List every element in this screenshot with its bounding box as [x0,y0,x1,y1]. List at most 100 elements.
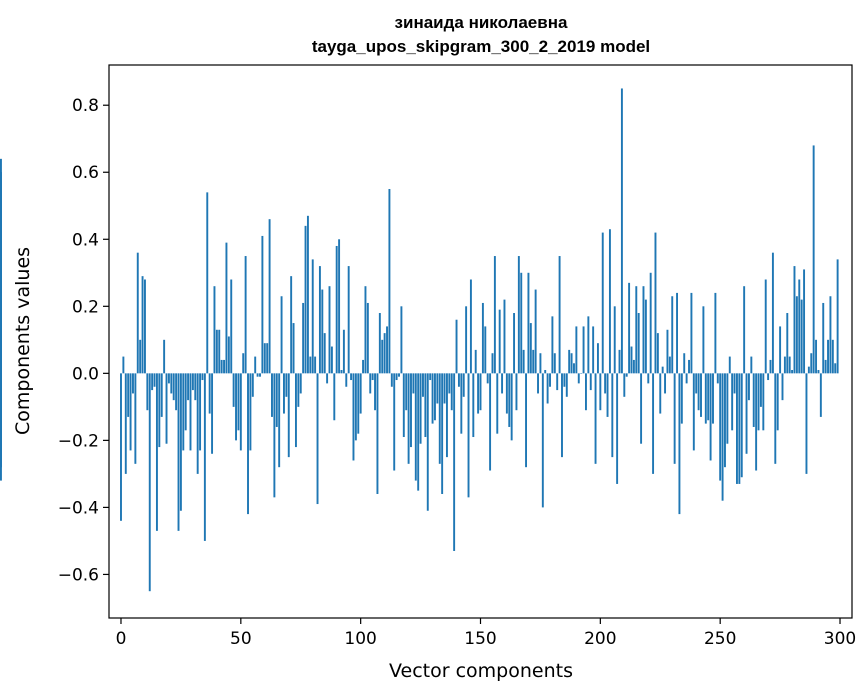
bar-184 [561,373,563,458]
bar-24 [177,373,180,531]
bar-85 [323,333,326,374]
bar-series [0,88,839,592]
bar-42 [220,359,223,374]
bar-36 [206,192,209,374]
bar-116 [398,373,400,377]
bar-101 [362,359,365,374]
bar-100 [359,373,362,414]
bar-226 [661,366,664,374]
bar-98 [354,373,357,441]
bar-112 [388,189,391,374]
bar-227 [664,373,667,394]
bar-48 [235,373,237,441]
bar-239 [692,373,695,451]
bar-102 [364,286,367,374]
bar-14 [153,373,156,387]
bar-166 [517,256,520,374]
bar-247 [712,373,714,424]
bar-17 [160,373,163,417]
bar-145 [467,373,470,498]
bar-254 [728,356,731,374]
bar-221 [649,272,652,374]
bar-288 [810,353,813,374]
bar-80 [311,259,314,374]
y-tick-label: 0.0 [72,364,99,384]
bar-246 [709,373,712,461]
bar-202 [604,373,607,394]
bar-150 [479,373,482,411]
bar-146 [469,279,472,374]
bar-33 [199,373,202,451]
bar-188 [570,353,573,374]
bar-174 [537,373,539,394]
bar-216 [637,313,640,374]
bar-5 [132,373,134,394]
bar-135 [443,373,446,404]
bar-18 [163,339,166,374]
bar-76 [302,302,305,374]
bar-285 [803,269,806,374]
bar-37 [208,373,211,414]
bar-279 [788,356,791,374]
bar-15 [155,373,158,531]
y-tick-label: 0.2 [72,297,99,317]
bar-121 [410,373,412,448]
bar-70 [287,373,290,458]
bar-132 [436,373,439,404]
bar-296 [829,296,832,374]
bar-140 [455,319,458,374]
bar-68 [283,373,285,414]
bar-276 [781,373,784,401]
bar-186 [565,373,568,397]
bar-105 [371,373,374,381]
bar-157 [496,373,499,434]
bar-129 [429,373,432,381]
bar-31 [194,373,197,401]
bar-158 [498,309,501,374]
bar-224 [656,333,659,374]
bar-147 [472,373,475,438]
bar-136 [445,373,448,458]
bar-86 [326,373,329,384]
bar-90 [335,245,338,374]
bar-62 [268,219,271,374]
bar-163 [510,373,513,441]
bar-245 [707,373,710,421]
bar-229 [668,356,671,374]
bar-231 [673,373,676,464]
bar-259 [740,373,743,478]
bar-277 [783,356,786,374]
bar-84 [321,289,324,374]
bar-6 [134,373,137,464]
bar-253 [726,373,729,444]
bar-46 [230,279,233,374]
bar-54 [249,373,252,451]
bar-189 [573,363,575,374]
bar-152 [484,326,487,374]
bar-294 [824,359,827,374]
bar-183 [558,256,561,374]
bar-173 [534,289,537,374]
bar-192 [580,373,583,374]
x-tick-label: 300 [824,629,856,649]
bar-211 [625,373,628,377]
bar-270 [767,373,770,381]
bar-149 [477,373,480,414]
bar-7 [136,252,139,374]
bar-273 [774,373,777,464]
bar-237 [688,359,690,374]
chart-title-line2: tayga_upos_skipgram_300_2_2019 model [312,37,650,56]
bar-244 [704,373,707,424]
bar-79 [309,356,312,374]
bar-95 [347,266,350,374]
bar-127 [424,373,427,438]
bar-53 [247,373,249,515]
bar-258 [738,373,741,484]
bar-198 [594,373,597,464]
bar-210 [623,373,626,397]
bar-169 [525,373,527,468]
chart-title-line1: зинаида николаевна [395,13,568,32]
bar-281 [793,266,796,374]
bar-8 [139,339,142,374]
bar-13 [151,373,154,391]
